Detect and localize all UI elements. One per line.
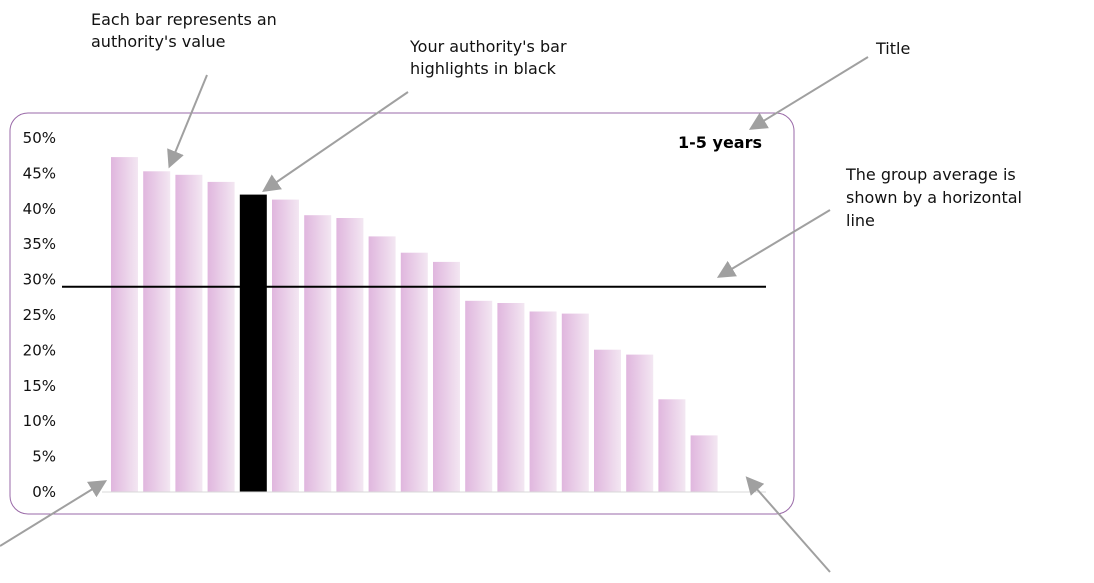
y-tick-label: 0% bbox=[32, 483, 56, 501]
y-tick-label: 20% bbox=[23, 341, 56, 359]
bars-group bbox=[111, 157, 718, 493]
y-tick-label: 45% bbox=[23, 164, 56, 182]
y-tick-label: 50% bbox=[23, 129, 56, 147]
arrow-to-bar bbox=[167, 74, 208, 169]
y-tick-label: 40% bbox=[23, 200, 56, 218]
y-tick-label: 5% bbox=[32, 448, 56, 466]
bar bbox=[368, 236, 396, 492]
bar bbox=[304, 215, 332, 492]
bar bbox=[336, 218, 364, 492]
arrow-to-average-line bbox=[716, 209, 831, 278]
highlight-note-line2: highlights in black bbox=[410, 59, 557, 78]
y-tick-label: 30% bbox=[23, 271, 56, 289]
bar bbox=[175, 174, 203, 493]
title-note: Title bbox=[875, 39, 910, 58]
bar bbox=[111, 157, 138, 492]
bar bbox=[400, 252, 428, 492]
bar bbox=[690, 435, 718, 492]
bar bbox=[143, 171, 171, 493]
bar bbox=[658, 399, 686, 492]
bar bbox=[207, 181, 235, 492]
bar bbox=[433, 261, 460, 492]
bar bbox=[529, 311, 557, 492]
y-axis: 0% 5% 10% 15% 20% 25% 30% 35% 40% 45% 50% bbox=[23, 129, 56, 501]
average-note-line1: The group average is bbox=[845, 165, 1016, 184]
y-tick-label: 10% bbox=[23, 412, 56, 430]
arrow-to-y-axis-origin bbox=[0, 480, 108, 547]
average-note-line3: line bbox=[846, 211, 875, 230]
bar bbox=[465, 300, 493, 492]
arrow-to-title bbox=[748, 56, 869, 130]
chart-title: 1-5 years bbox=[678, 133, 762, 152]
arrow-to-highlight-bar bbox=[262, 91, 409, 193]
bar bbox=[497, 303, 525, 492]
y-tick-label: 35% bbox=[23, 235, 56, 253]
bar-highlighted bbox=[239, 194, 267, 492]
bar bbox=[626, 354, 654, 492]
average-note-line2: shown by a horizontal bbox=[846, 188, 1022, 207]
arrow-to-x-axis-end bbox=[745, 476, 831, 573]
y-tick-label: 15% bbox=[23, 377, 56, 395]
bars-note-line1: Each bar represents an bbox=[91, 10, 277, 29]
highlight-note-line1: Your authority's bar bbox=[409, 37, 567, 56]
bar bbox=[561, 313, 589, 492]
y-tick-label: 25% bbox=[23, 306, 56, 324]
bars-note-line2: authority's value bbox=[91, 32, 225, 51]
bar bbox=[272, 199, 299, 492]
bar bbox=[594, 349, 621, 492]
